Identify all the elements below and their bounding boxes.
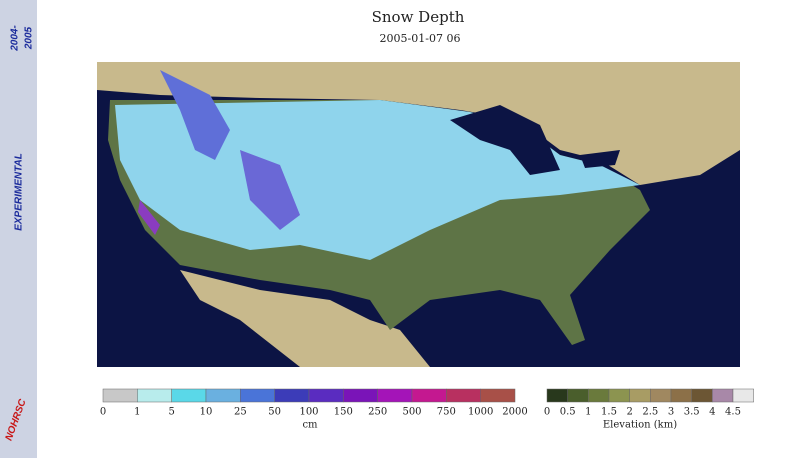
color-swatch bbox=[171, 388, 207, 403]
color-swatch bbox=[446, 388, 481, 403]
deep-snow bbox=[138, 200, 160, 235]
legend-tick-label: 10 bbox=[200, 407, 213, 418]
legend-tick-label: 3.5 bbox=[684, 407, 700, 418]
legend-tick-label: 5 bbox=[168, 407, 174, 418]
season-end: 2005 bbox=[24, 26, 35, 50]
subtitle: 2005-01-07 06 bbox=[380, 32, 461, 45]
canada bbox=[97, 62, 740, 185]
season-start: 2004- bbox=[10, 25, 21, 52]
legend-tick-label: 4 bbox=[709, 407, 715, 418]
mexico bbox=[180, 270, 430, 367]
color-swatch bbox=[691, 388, 713, 403]
color-swatch bbox=[650, 388, 672, 403]
elevation-legend: 0 0.5 1 1.5 2 2.5 3 3.5 4 4.5 bbox=[544, 388, 754, 418]
legend-tick-label: 750 bbox=[437, 407, 456, 418]
color-swatch bbox=[343, 388, 378, 403]
map bbox=[97, 62, 740, 367]
color-swatch bbox=[670, 388, 692, 403]
legend-tick-label: 1 bbox=[134, 407, 140, 418]
great-lakes bbox=[580, 150, 620, 168]
color-swatch bbox=[274, 388, 310, 403]
great-lakes bbox=[450, 105, 560, 175]
legend-tick-label: 100 bbox=[299, 407, 318, 418]
legend-tick-label: 0 bbox=[100, 407, 106, 418]
color-swatch bbox=[308, 388, 344, 403]
color-swatch bbox=[588, 388, 610, 403]
color-swatch bbox=[732, 388, 754, 403]
deep-snow bbox=[160, 70, 230, 160]
color-swatch bbox=[567, 388, 589, 403]
deep-snow bbox=[240, 150, 300, 230]
legend-unit: Elevation (km) bbox=[603, 420, 677, 431]
legend-tick-label: 250 bbox=[368, 407, 387, 418]
legend-tick-label: 500 bbox=[402, 407, 421, 418]
legend-tick-label: 0 bbox=[544, 407, 550, 418]
legend-tick-label: 2000 bbox=[502, 407, 527, 418]
legend-tick-label: 1.5 bbox=[601, 407, 617, 418]
legend-tick-label: 3 bbox=[668, 407, 674, 418]
color-swatch bbox=[712, 388, 734, 403]
legend-tick-label: 25 bbox=[234, 407, 247, 418]
color-swatch bbox=[205, 388, 241, 403]
side-banner bbox=[0, 0, 37, 458]
legend-tick-label: 4.5 bbox=[725, 407, 741, 418]
snow-legend: 0 1 5 10 25 50 100 150 250 500 750 1000 2000 bbox=[100, 388, 528, 418]
legend-tick-label: 1 bbox=[585, 407, 591, 418]
legend-tick-label: 1000 bbox=[468, 407, 493, 418]
color-swatch bbox=[480, 388, 516, 403]
legend-tick-label: 2 bbox=[626, 407, 632, 418]
color-swatch bbox=[608, 388, 630, 403]
color-swatch bbox=[546, 388, 568, 403]
title: Snow Depth bbox=[372, 8, 465, 26]
color-swatch bbox=[240, 388, 275, 403]
legend-tick-label: 0.5 bbox=[560, 407, 576, 418]
color-swatch bbox=[102, 388, 138, 403]
color-swatch bbox=[137, 388, 172, 403]
legend-tick-label: 150 bbox=[334, 407, 353, 418]
legend-tick-label: 2.5 bbox=[642, 407, 658, 418]
experimental-label: EXPERIMENTAL bbox=[14, 153, 25, 231]
legend-unit: cm bbox=[302, 420, 318, 431]
color-swatch bbox=[629, 388, 651, 403]
color-swatch bbox=[377, 388, 413, 403]
color-swatch bbox=[411, 388, 447, 403]
legend-tick-label: 50 bbox=[268, 407, 281, 418]
